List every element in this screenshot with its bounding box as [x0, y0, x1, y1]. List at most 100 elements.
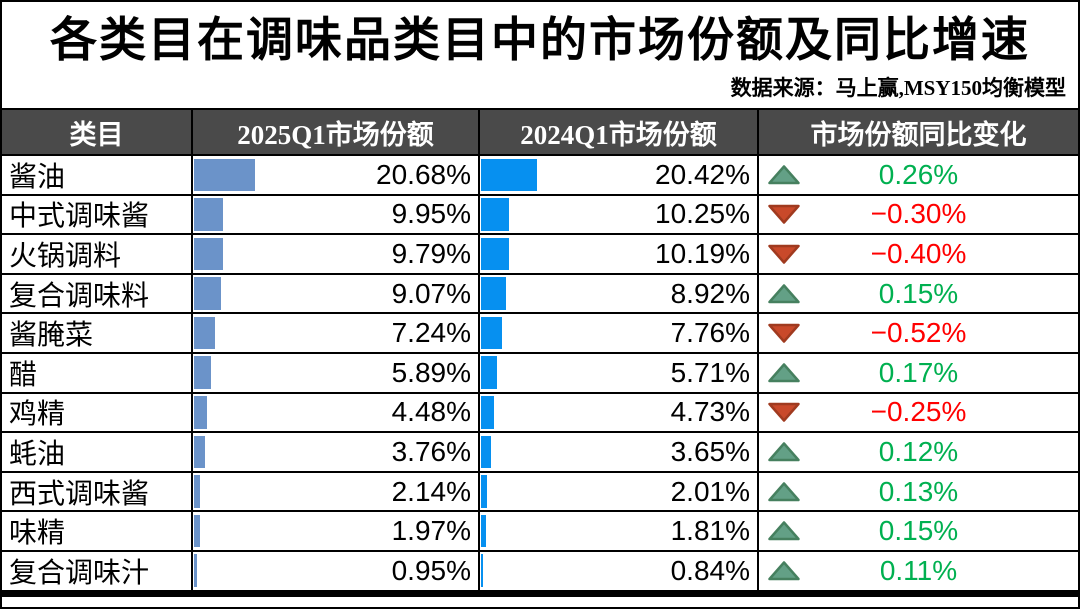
share-2025-value: 9.07%: [391, 277, 471, 309]
share-2025-value: 20.68%: [376, 158, 471, 190]
share-2024-value: 5.71%: [670, 356, 750, 388]
change-cell: −0.25%: [759, 394, 1078, 432]
table-row: 复合调味料 9.07% 8.92% 0.15%: [2, 272, 1078, 313]
category-cell: 鸡精: [2, 393, 193, 432]
table-header-row: 类目 2025Q1市场份额 2024Q1市场份额 市场份额同比变化: [2, 110, 1078, 154]
category-cell: 中式调味酱: [2, 195, 193, 234]
category-cell: 复合调味汁: [2, 551, 193, 590]
table-row: 西式调味酱 2.14% 2.01% 0.13%: [2, 470, 1078, 511]
share-2024-value: 20.42%: [655, 158, 750, 190]
share-2025-cell: 1.97%: [193, 512, 480, 550]
share-2025-cell: 5.89%: [193, 353, 480, 392]
share-2024-cell: 1.81%: [480, 512, 759, 550]
table-row: 味精 1.97% 1.81% 0.15%: [2, 510, 1078, 550]
share-2025-value: 7.24%: [391, 317, 471, 349]
table-row: 酱腌菜 7.24% 7.76% −0.52%: [2, 312, 1078, 352]
share-2025-databar: [194, 316, 216, 350]
triangle-up-icon: [767, 481, 801, 503]
category-cell: 味精: [2, 512, 193, 550]
share-2025-cell: 2.14%: [193, 472, 480, 511]
share-2024-databar: [481, 237, 510, 271]
table-row: 复合调味汁 0.95% 0.84% 0.11%: [2, 549, 1078, 590]
share-2025-databar: [194, 158, 255, 192]
share-2025-cell: 9.79%: [193, 235, 480, 273]
share-2025-value: 5.89%: [391, 356, 471, 388]
triangle-up-icon: [767, 441, 801, 463]
share-2024-cell: 4.73%: [480, 393, 759, 432]
share-2024-value: 10.19%: [655, 237, 750, 269]
share-2024-value: 0.84%: [670, 554, 750, 586]
category-label: 酱腌菜: [9, 320, 94, 352]
table-row: 醋 5.89% 5.71% 0.17%: [2, 351, 1078, 392]
change-value: 0.15%: [878, 277, 959, 309]
share-2025-cell: 0.95%: [193, 551, 480, 590]
category-label: 酱油: [9, 161, 66, 193]
col-header-yoy-change: 市场份额同比变化: [810, 119, 1027, 150]
share-2025-cell: 9.07%: [193, 274, 480, 313]
share-2024-databar: [481, 277, 506, 310]
share-2024-databar: [481, 356, 497, 390]
category-label: 鸡精: [9, 399, 66, 431]
share-2024-databar: [481, 316, 503, 350]
share-2025-cell: 3.76%: [193, 433, 480, 471]
page-title: 各类目在调味品类目中的市场份额及同比增速: [50, 15, 1030, 67]
category-cell: 复合调味料: [2, 274, 193, 313]
change-cell: 0.12%: [759, 433, 1078, 471]
table-row: 酱油 20.68% 20.42% 0.26%: [2, 154, 1078, 194]
change-cell: −0.40%: [759, 235, 1078, 273]
share-2024-databar: [481, 396, 494, 429]
share-2024-value: 2.01%: [670, 475, 750, 507]
share-2024-cell: 10.19%: [480, 235, 759, 273]
share-2025-value: 9.79%: [391, 237, 471, 269]
change-cell: 0.17%: [759, 354, 1078, 392]
triangle-down-icon: [767, 401, 801, 423]
share-2025-cell: 9.95%: [193, 195, 480, 234]
change-value: −0.52%: [870, 317, 967, 349]
change-cell: 0.11%: [759, 552, 1078, 590]
share-2024-cell: 8.92%: [480, 274, 759, 313]
share-2025-value: 0.95%: [391, 554, 471, 586]
data-source-note: 数据来源：马上赢,MSY150均衡模型: [730, 76, 1066, 100]
category-label: 醋: [9, 359, 38, 391]
share-2024-cell: 2.01%: [480, 472, 759, 511]
share-2025-value: 2.14%: [391, 475, 471, 507]
triangle-down-icon: [767, 322, 801, 344]
triangle-up-icon: [767, 362, 801, 384]
share-2024-cell: 5.71%: [480, 353, 759, 392]
share-2025-value: 3.76%: [391, 435, 471, 467]
share-2024-value: 7.76%: [670, 317, 750, 349]
change-value: 0.17%: [878, 356, 959, 388]
change-value: 0.13%: [878, 475, 959, 507]
change-cell: −0.30%: [759, 196, 1078, 234]
share-2025-databar: [194, 277, 221, 310]
share-2025-value: 1.97%: [391, 515, 471, 547]
category-label: 西式调味酱: [9, 478, 150, 510]
share-2024-databar: [481, 158, 538, 192]
change-value: 0.12%: [878, 435, 959, 467]
share-2024-value: 3.65%: [670, 435, 750, 467]
share-2024-databar: [481, 198, 510, 231]
category-label: 中式调味酱: [9, 201, 150, 233]
change-value: 0.26%: [878, 158, 959, 190]
table-row: 火锅调料 9.79% 10.19% −0.40%: [2, 233, 1078, 273]
share-2025-databar: [194, 356, 212, 390]
change-value: −0.30%: [870, 198, 967, 230]
category-label: 复合调味料: [9, 280, 150, 312]
table-row: 蚝油 3.76% 3.65% 0.12%: [2, 431, 1078, 471]
share-2024-cell: 3.65%: [480, 433, 759, 471]
share-2025-databar: [194, 514, 200, 548]
market-share-table: 类目 2025Q1市场份额 2024Q1市场份额 市场份额同比变化 酱油 20.…: [2, 108, 1078, 597]
col-header-2025q1-share: 2025Q1市场份额: [193, 110, 480, 154]
share-2024-value: 8.92%: [670, 277, 750, 309]
change-cell: −0.52%: [759, 314, 1078, 352]
change-cell: 0.15%: [759, 512, 1078, 550]
triangle-down-icon: [767, 243, 801, 265]
triangle-up-icon: [767, 560, 801, 582]
share-2025-databar: [194, 396, 208, 429]
change-value: −0.25%: [870, 396, 967, 428]
category-label: 味精: [9, 518, 66, 550]
share-2024-databar: [481, 475, 487, 508]
category-cell: 西式调味酱: [2, 472, 193, 511]
share-2025-databar: [194, 237, 223, 271]
share-2024-value: 1.81%: [670, 515, 750, 547]
